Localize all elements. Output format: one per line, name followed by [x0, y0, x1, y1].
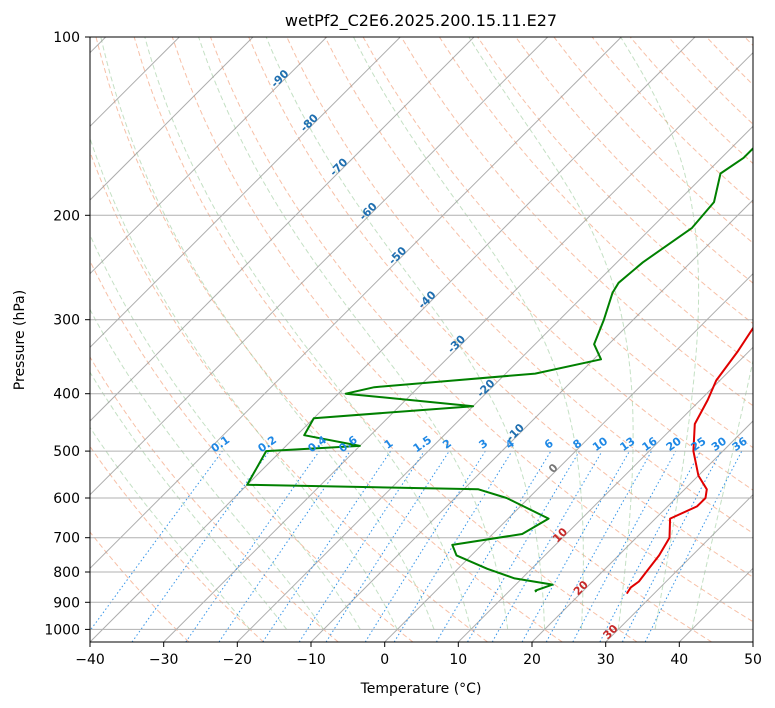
x-tick-label: 30	[597, 652, 615, 668]
y-tick-label: 400	[53, 387, 80, 403]
mixing-ratio-line	[393, 450, 513, 642]
isotherm-line	[90, 37, 475, 422]
isotherm-line	[163, 51, 753, 642]
background-guide-lines	[90, 37, 753, 642]
isotherm-line	[90, 37, 401, 349]
dry-adiabat-line	[90, 531, 190, 642]
x-tick-label: −20	[223, 652, 253, 668]
x-tick-label: 40	[670, 652, 688, 668]
pressure-gridlines	[90, 37, 753, 630]
moist-adiabat-line	[90, 136, 398, 630]
moist-adiabat-line	[90, 233, 361, 630]
dry-adiabat-line	[95, 37, 563, 642]
isotherm-line	[531, 420, 753, 642]
dry-adiabat-line	[248, 37, 753, 578]
moist-adiabat-line	[198, 37, 509, 630]
y-axis-label: Pressure (hPa)	[12, 290, 28, 390]
dry-adiabat-line	[133, 37, 638, 642]
x-tick-label: −10	[296, 652, 326, 668]
isotherm-line	[90, 37, 549, 496]
moist-adiabat-line	[468, 37, 634, 630]
moist-adiabat-line	[691, 358, 753, 630]
y-tick-label: 1000	[44, 622, 80, 638]
y-axis-ticks: 100 200 300 400 500 600 700 800 900 1000	[44, 30, 90, 638]
mixing-ratio-line	[262, 450, 392, 642]
y-tick-label: 100	[53, 30, 80, 46]
dewpoint-profile-line	[246, 147, 753, 593]
dry-adiabat-line	[515, 37, 753, 284]
isotherm-line	[605, 493, 753, 642]
y-tick-label: 500	[53, 444, 80, 460]
profile-series	[246, 147, 753, 595]
moist-adiabat-line	[620, 37, 700, 630]
y-tick-label: 800	[53, 565, 80, 581]
mixing-ratio-line	[90, 450, 223, 632]
mixing-ratio-line	[218, 450, 351, 642]
x-axis-label: Temperature (°C)	[360, 681, 482, 697]
plot-frame	[89, 36, 754, 643]
x-tick-label: −40	[75, 652, 105, 668]
moist-adiabat-line	[353, 37, 584, 630]
y-tick-label: 700	[53, 531, 80, 547]
isotherm-line	[90, 37, 696, 642]
y-tick-label: 900	[53, 595, 80, 611]
isotherm-line	[90, 37, 254, 201]
dry-adiabat-line	[210, 37, 753, 623]
mixing-ratio-line	[644, 450, 743, 642]
mixing-ratio-line	[325, 450, 450, 642]
isotherm-line	[384, 272, 753, 642]
x-tick-label: 10	[449, 652, 467, 668]
dry-adiabat-line	[400, 37, 753, 407]
dry-adiabat-line	[324, 37, 753, 491]
mixing-ratio-line	[572, 450, 677, 642]
dry-adiabat-line	[90, 150, 488, 642]
isotherm-line	[236, 125, 753, 642]
y-tick-label: 300	[53, 313, 80, 329]
isotherm-line	[310, 199, 753, 642]
chart-title: wetPf2_C2E6.2025.200.15.11.E27	[285, 11, 557, 31]
mixing-ratio-line	[298, 450, 425, 642]
x-tick-label: 0	[380, 652, 389, 668]
x-tick-label: 20	[523, 652, 541, 668]
dry-adiabat-line	[90, 445, 264, 642]
dry-adiabat-line	[171, 37, 712, 642]
x-tick-label: 50	[744, 652, 762, 668]
mixing-ratio-line	[185, 450, 320, 642]
mixing-ratio-line	[131, 450, 270, 642]
isotherm-line	[90, 37, 622, 570]
moist-adiabat-line	[90, 308, 325, 630]
mixing-ratio-line	[521, 450, 630, 642]
isotherm-line	[457, 346, 753, 642]
x-tick-label: −30	[149, 652, 179, 668]
temperature-profile-line	[625, 326, 753, 595]
dry-adiabat-line	[90, 356, 339, 642]
y-tick-label: 600	[53, 491, 80, 507]
isotherm-line	[90, 37, 328, 275]
x-axis-ticks: −40 −30 −20 −10 0 10 20 30 40 50	[75, 642, 762, 668]
moist-adiabat-line	[100, 37, 435, 630]
mixing-ratio-line	[545, 450, 653, 642]
dry-adiabat-line	[438, 37, 753, 366]
y-tick-label: 200	[53, 208, 80, 224]
